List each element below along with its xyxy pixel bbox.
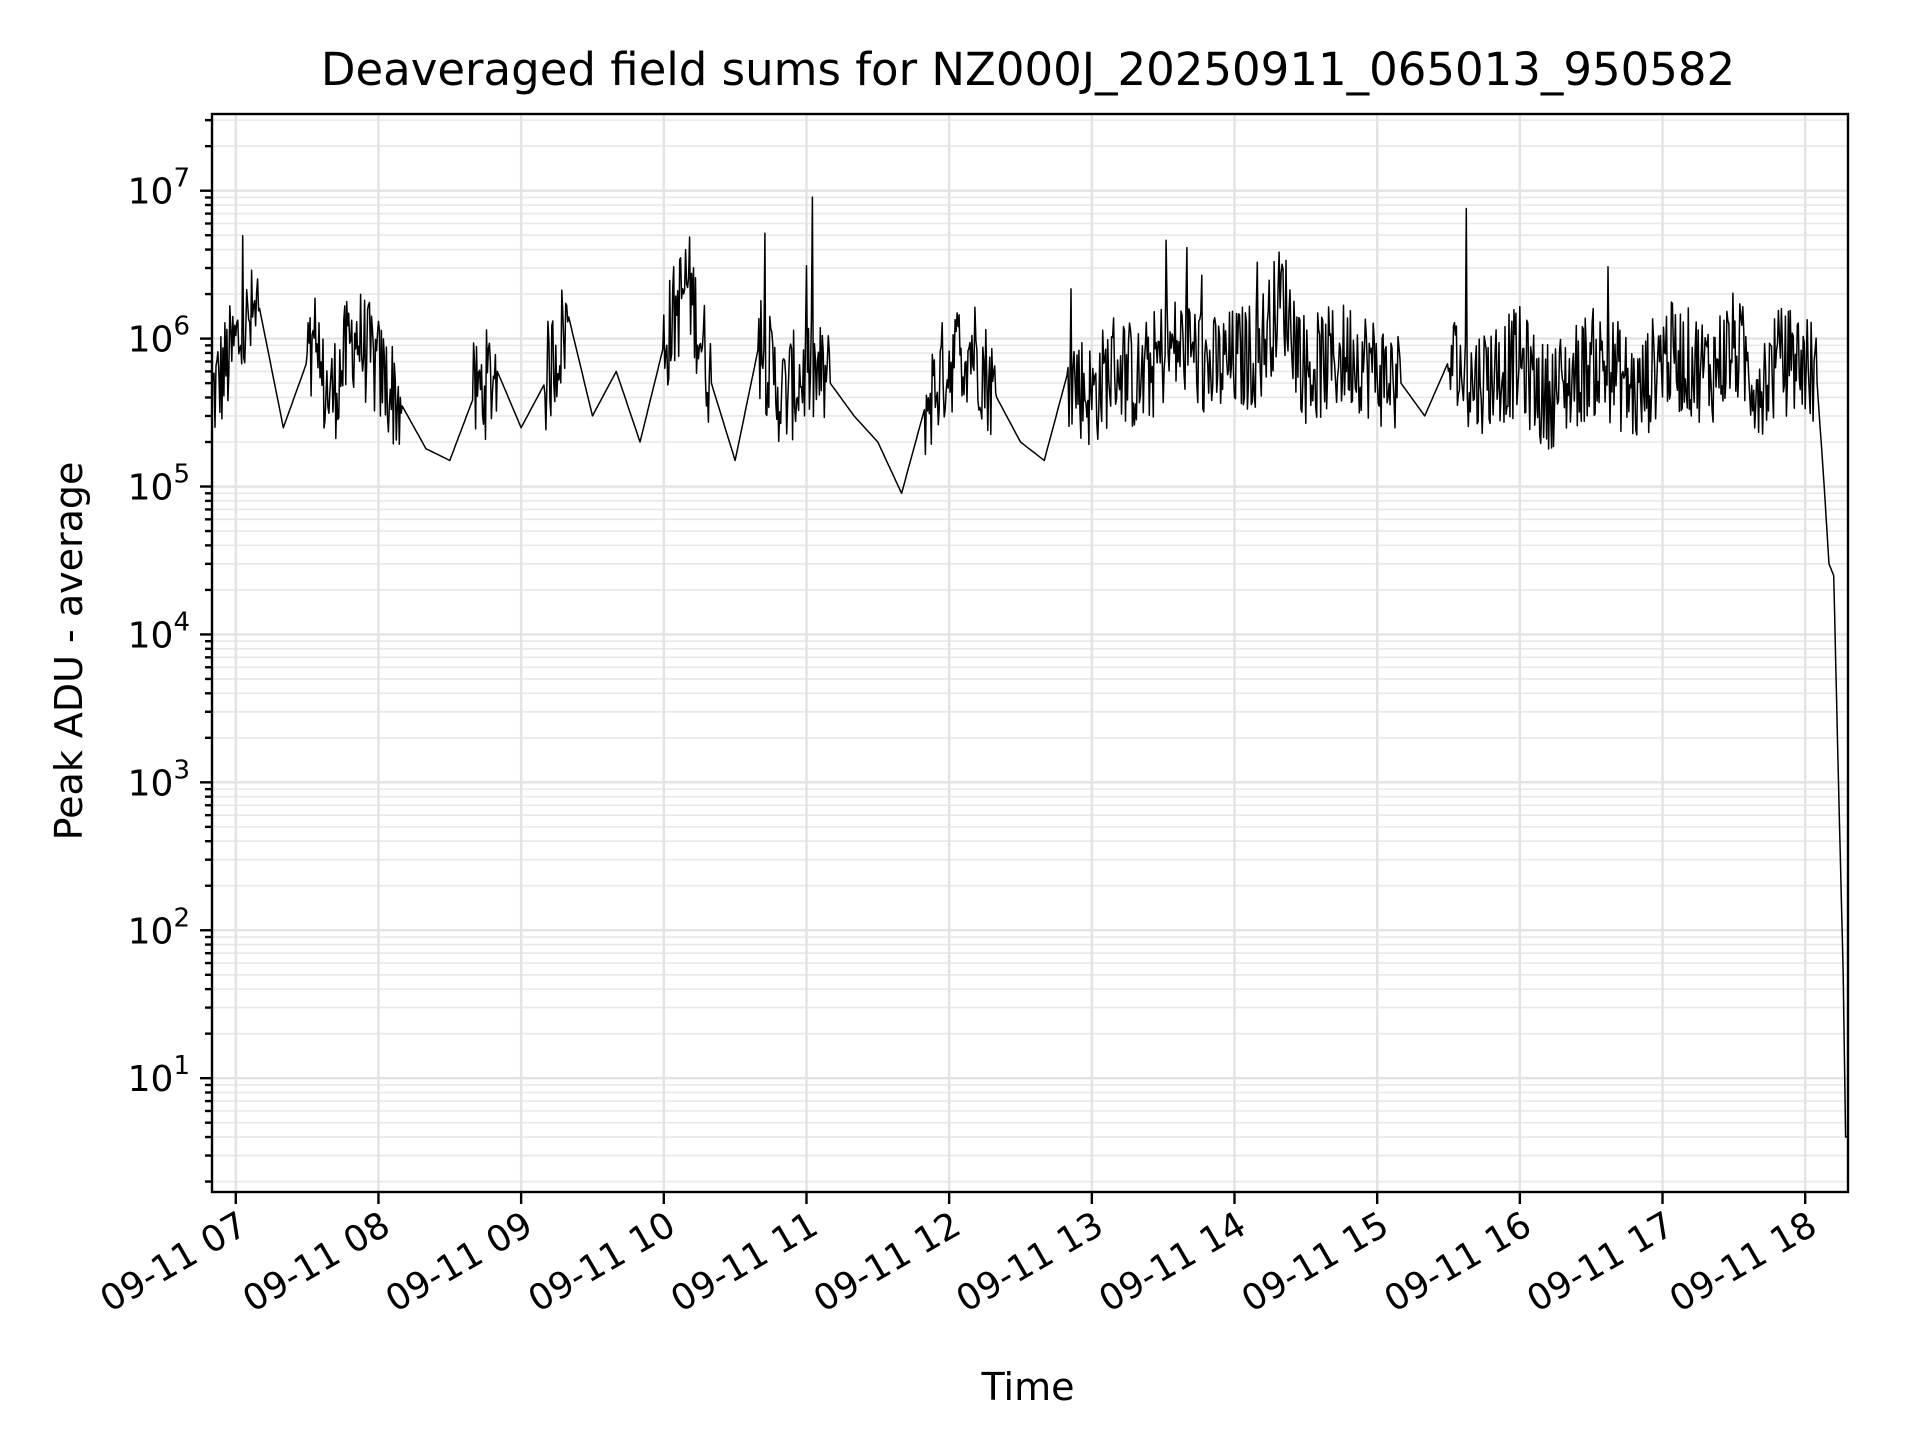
- x-tick-label: 09-11 12: [807, 1204, 968, 1320]
- series-layer: [211, 196, 1848, 1138]
- y-tick-label-exponent: 4: [173, 607, 190, 637]
- series-line: [211, 196, 1848, 1138]
- plot-frame: [210, 112, 1850, 1194]
- y-tick-label-exponent: 3: [173, 755, 190, 785]
- y-axis-label: Peak ADU - average: [47, 462, 91, 841]
- y-tick-label-exponent: 7: [173, 164, 190, 194]
- y-tick-label: 105: [128, 460, 190, 509]
- y-tick-label-base: 10: [128, 911, 174, 952]
- y-tick-label-base: 10: [128, 172, 174, 213]
- grid-lines: [212, 114, 1848, 1192]
- y-tick-label-exponent: 1: [173, 1051, 190, 1081]
- x-tick-label: 09-11 16: [1378, 1204, 1539, 1320]
- x-tick-label: 09-11 18: [1663, 1204, 1824, 1320]
- x-tick-label: 09-11 10: [522, 1204, 683, 1320]
- y-tick-label-base: 10: [128, 615, 174, 656]
- y-tick-label-exponent: 2: [173, 903, 190, 933]
- y-tick-label-exponent: 5: [173, 460, 190, 490]
- y-tick-label: 101: [128, 1051, 190, 1100]
- y-tick-label-base: 10: [128, 320, 174, 361]
- y-tick-label-exponent: 6: [173, 312, 190, 342]
- y-tick-label: 106: [128, 312, 190, 361]
- y-tick-label: 104: [128, 607, 190, 656]
- y-tick-label: 102: [128, 903, 190, 952]
- y-tick-label-base: 10: [128, 763, 174, 804]
- y-tick-label-base: 10: [128, 1059, 174, 1100]
- chart-title: Deaveraged field sums for NZ000J_2025091…: [321, 43, 1735, 96]
- x-axis-label: Time: [981, 1365, 1075, 1409]
- y-tick-label: 103: [128, 755, 190, 804]
- x-tick-label: 09-11 14: [1092, 1204, 1253, 1320]
- x-tick-label: 09-11 07: [94, 1204, 255, 1320]
- y-tick-label-base: 10: [128, 468, 174, 509]
- x-tick-label: 09-11 15: [1235, 1204, 1396, 1320]
- x-tick-label: 09-11 11: [664, 1204, 825, 1320]
- x-tick-label: 09-11 17: [1520, 1204, 1681, 1320]
- y-tick-label: 107: [128, 164, 190, 213]
- x-tick-label: 09-11 13: [950, 1204, 1111, 1320]
- x-tick-label: 09-11 08: [236, 1204, 397, 1320]
- x-tick-label: 09-11 09: [379, 1204, 540, 1320]
